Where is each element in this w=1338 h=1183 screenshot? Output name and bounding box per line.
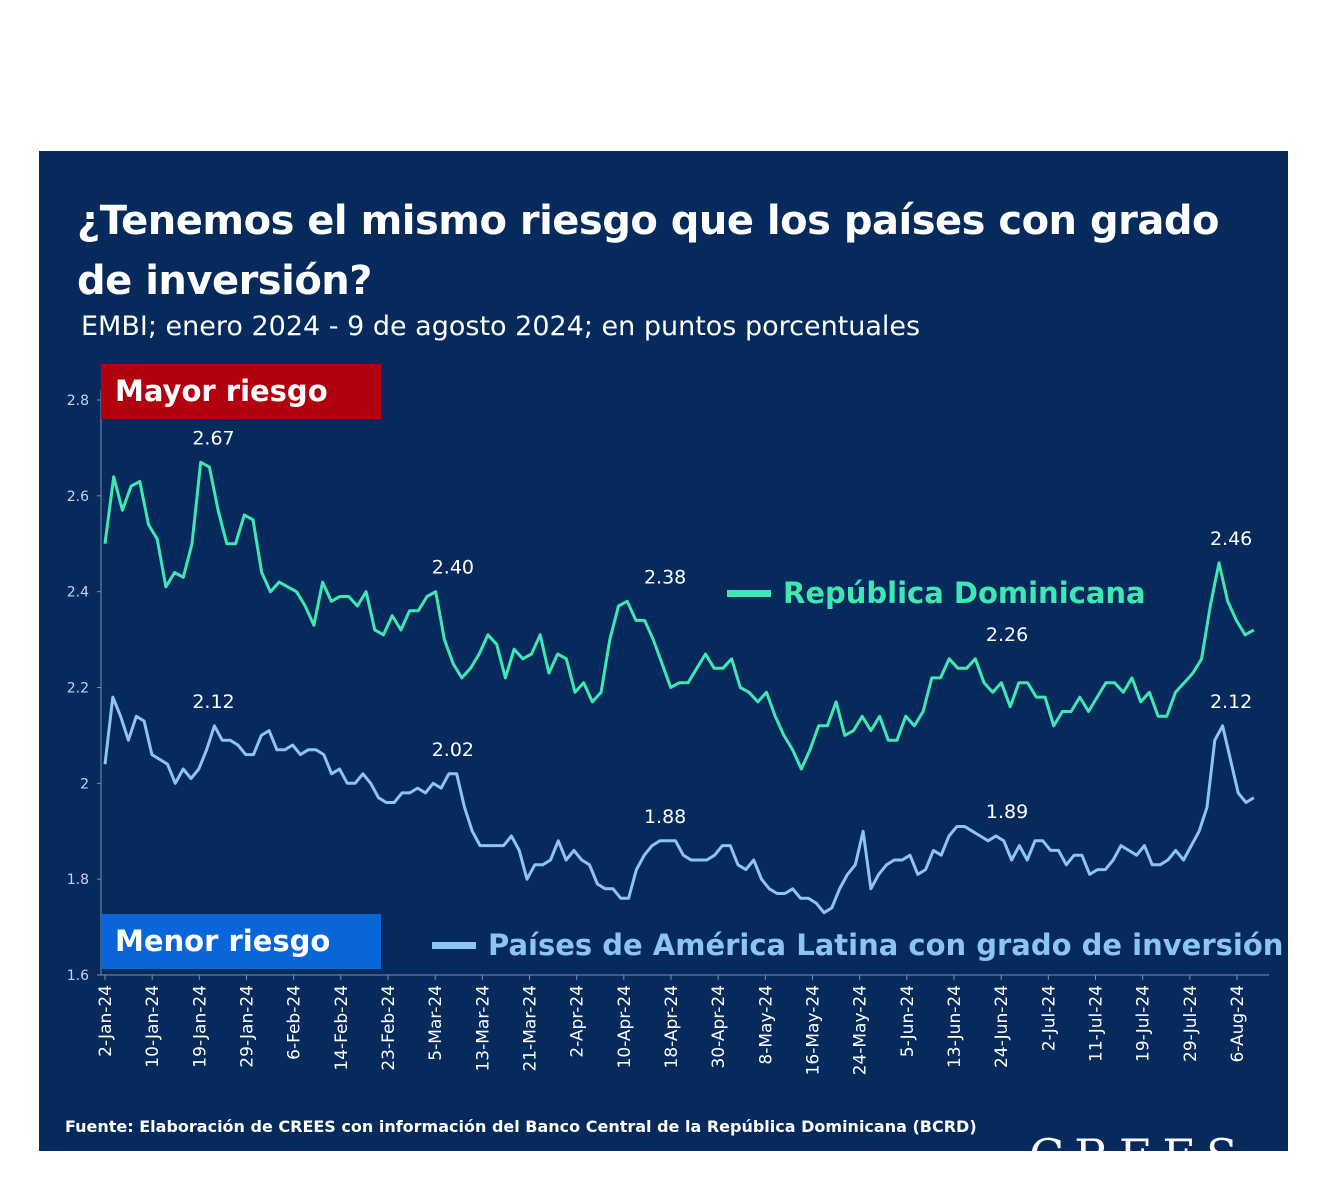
x-tick-label: 30-Apr-24 — [709, 985, 729, 1068]
x-tick-label: 18-Apr-24 — [662, 985, 682, 1068]
x-tick-label: 29-Jan-24 — [238, 985, 258, 1068]
data-label: 2.67 — [192, 427, 234, 449]
legend-swatch-latam — [432, 941, 476, 949]
y-tick-label: 2.4 — [67, 585, 89, 601]
data-label: 2.40 — [432, 557, 474, 579]
legend-label-latam: Países de América Latina con grado de in… — [488, 928, 1284, 962]
x-tick-label: 21-Mar-24 — [521, 985, 541, 1072]
y-tick-label: 1.6 — [67, 968, 89, 984]
legend-latam: Países de América Latina con grado de in… — [432, 928, 1283, 962]
x-tick-label: 11-Jul-24 — [1087, 985, 1107, 1062]
legend-swatch-rd — [727, 589, 771, 597]
low-risk-tag: Menor riesgo — [101, 914, 381, 969]
source-note: Fuente: Elaboración de CREES con informa… — [65, 1117, 977, 1136]
y-tick-label: 1.8 — [67, 872, 89, 888]
x-tick-label: 2-Jul-24 — [1039, 985, 1059, 1051]
data-label: 2.38 — [644, 566, 686, 588]
x-tick-label: 5-Jun-24 — [898, 985, 918, 1057]
data-label: 2.46 — [1210, 528, 1252, 550]
y-tick-label: 2.2 — [67, 681, 89, 697]
x-tick-label: 24-May-24 — [851, 985, 871, 1075]
data-label: 2.12 — [192, 691, 234, 713]
x-tick-label: 8-May-24 — [756, 985, 776, 1065]
x-tick-label: 19-Jul-24 — [1134, 985, 1154, 1062]
x-tick-label: 2-Jan-24 — [96, 985, 116, 1057]
rd-series-line — [103, 460, 1255, 771]
latam-series-line — [103, 695, 1255, 915]
high-risk-tag: Mayor riesgo — [101, 364, 381, 419]
x-tick-label: 13-Mar-24 — [473, 985, 493, 1072]
x-tick-label: 23-Feb-24 — [379, 985, 399, 1071]
crees-logo: CREES — [1029, 1129, 1248, 1183]
line-chart: 1.6 1.8 2 2.2 2.4 2.6 2.8 2-Jan-24 10-Jan-24 19-J… — [67, 390, 1269, 1075]
x-tick-label: 29-Jul-24 — [1181, 985, 1201, 1062]
x-tick-label: 19-Jan-24 — [190, 985, 210, 1068]
y-tick-label: 2.8 — [67, 393, 89, 409]
data-label: 1.88 — [644, 806, 686, 828]
data-label: 2.26 — [986, 624, 1028, 646]
x-tick-label: 16-May-24 — [804, 985, 824, 1075]
x-tick-label: 14-Feb-24 — [332, 985, 352, 1071]
legend-rd: República Dominicana — [727, 576, 1146, 610]
x-tick-label: 6-Feb-24 — [285, 985, 305, 1060]
chart-subtitle: EMBI; enero 2024 - 9 de agosto 2024; en … — [81, 311, 921, 342]
chart-panel: ¿Tenemos el mismo riesgo que los países … — [39, 151, 1288, 1183]
x-tick-label: 6-Aug-24 — [1228, 985, 1248, 1063]
data-label: 1.89 — [986, 801, 1028, 823]
data-label: 2.12 — [1210, 691, 1252, 713]
legend-label-rd: República Dominicana — [783, 576, 1146, 610]
data-label: 2.02 — [432, 739, 474, 761]
x-tick-label: 5-Mar-24 — [426, 985, 446, 1061]
x-tick-label: 13-Jun-24 — [945, 985, 965, 1068]
chart-title: ¿Tenemos el mismo riesgo que los países … — [77, 198, 1219, 304]
x-tick-label: 24-Jun-24 — [992, 985, 1012, 1068]
y-tick-label: 2 — [80, 776, 89, 792]
x-tick-label: 10-Jan-24 — [143, 985, 163, 1068]
x-tick-label: 10-Apr-24 — [615, 985, 635, 1068]
y-tick-label: 2.6 — [67, 489, 89, 505]
x-tick-label: 2-Apr-24 — [568, 985, 588, 1058]
